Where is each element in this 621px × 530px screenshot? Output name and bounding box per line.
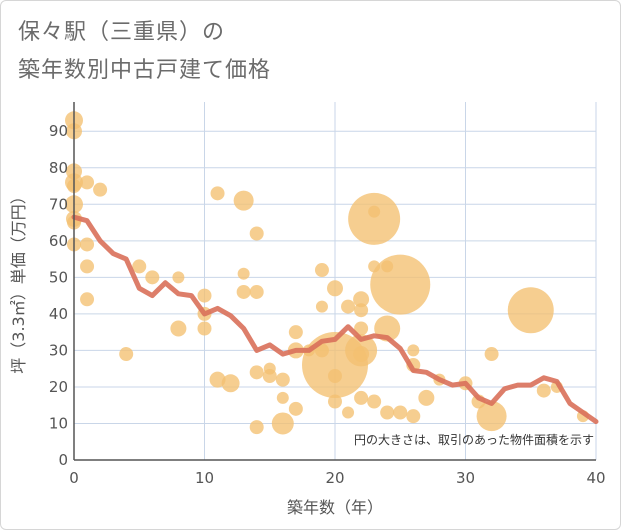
bubble-point: [262, 368, 277, 383]
bubble-point: [327, 280, 343, 297]
bubble-point: [380, 405, 395, 420]
chart-title-line1: 保々駅（三重県）の: [18, 20, 226, 45]
bubble-point: [236, 284, 251, 299]
y-tick-label: 10: [49, 414, 68, 432]
bubble-point: [341, 299, 356, 314]
bubble-point: [315, 300, 328, 313]
x-axis-label: 築年数（年）: [287, 498, 383, 517]
bubble-point: [328, 394, 342, 409]
bubble-point: [249, 284, 264, 299]
axes: [73, 102, 596, 461]
y-tick-label: 0: [58, 451, 68, 469]
bubble-point: [476, 401, 507, 432]
bubble-point: [197, 288, 212, 303]
bubble-point: [354, 303, 369, 318]
bubble-point: [328, 368, 342, 383]
bubble-point: [237, 267, 250, 280]
bubble-point: [145, 270, 160, 285]
y-tick-label: 30: [49, 341, 68, 359]
bubble-point: [93, 182, 108, 197]
trend-series: [71, 214, 599, 425]
bubble-point: [368, 205, 381, 218]
x-tick-label: 0: [69, 469, 79, 487]
bubble-point: [119, 347, 134, 362]
y-tick-label: 90: [49, 122, 68, 140]
y-tick-label: 50: [49, 268, 68, 286]
y-tick-label: 20: [49, 378, 68, 396]
bubble-point: [348, 192, 401, 245]
bubble-point: [249, 420, 264, 435]
x-tick-label: 40: [586, 469, 605, 487]
bubble-size-note: 円の大きさは、取引のあった物件面積を示す: [354, 432, 594, 447]
bubble-point: [275, 372, 290, 387]
x-tick-label: 30: [456, 469, 475, 487]
bubble-point: [407, 344, 420, 357]
y-tick-label: 60: [49, 232, 68, 250]
bubble-point: [276, 391, 289, 404]
bubble-point: [418, 389, 435, 406]
bubble-point: [353, 346, 370, 363]
bubble-point: [80, 175, 95, 190]
bubble-series: [65, 111, 589, 435]
bubble-point: [288, 401, 303, 416]
bubble-point: [353, 291, 370, 308]
y-tick-label: 80: [49, 159, 68, 177]
y-axis-label: 坪（3.3㎡）単価（万円）: [9, 188, 28, 373]
bubble-point: [354, 390, 369, 405]
bubble-point: [249, 365, 264, 380]
bubble-point: [221, 374, 240, 393]
bubble-point: [484, 347, 499, 362]
bubble-point: [370, 254, 431, 315]
bubble-point: [406, 409, 421, 424]
bubble-point: [132, 259, 147, 274]
bubble-point: [536, 383, 551, 398]
bubble-point: [271, 412, 294, 435]
tick-labels: 0 10 20 30 40 0 10 20 30 40 50 60 70 80 90: [49, 122, 606, 487]
chart-title-line2: 築年数別中古戸建て価格: [18, 58, 272, 83]
bubble-point: [507, 287, 554, 334]
bubble-point: [209, 371, 226, 388]
bubble-point: [342, 406, 355, 419]
x-tick-label: 10: [195, 469, 214, 487]
bubble-point: [393, 405, 408, 420]
bubble-point: [197, 321, 212, 336]
bubble-point: [80, 292, 95, 307]
bubble-point: [233, 190, 254, 211]
bubble-point: [80, 259, 95, 274]
bubble-point: [170, 320, 187, 337]
bubble-point: [314, 263, 329, 278]
x-tick-label: 20: [325, 469, 344, 487]
bubble-point: [354, 321, 369, 336]
trend-line: [71, 214, 599, 425]
bubble-point: [210, 186, 225, 201]
y-tick-label: 70: [49, 195, 68, 213]
bubble-point: [367, 394, 382, 409]
bubble-point: [80, 237, 95, 252]
bubble-point: [249, 226, 264, 241]
y-tick-label: 40: [49, 305, 68, 323]
bubble-point: [172, 271, 185, 284]
bubble-point: [288, 325, 303, 340]
